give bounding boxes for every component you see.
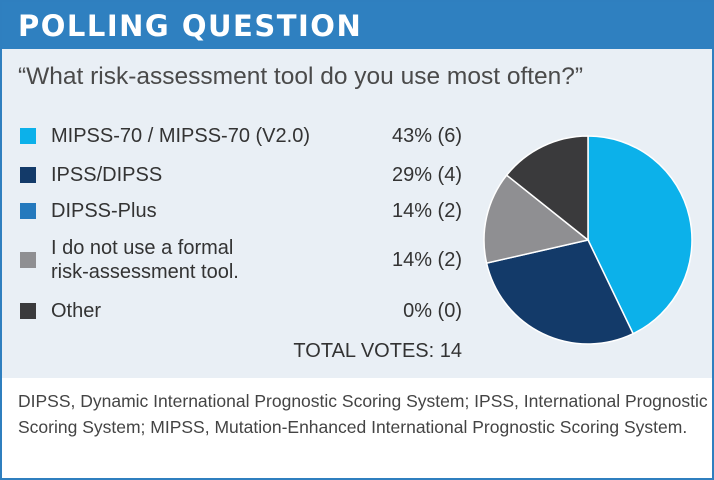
legend-swatch — [20, 303, 36, 319]
pie-slice-2 — [485, 239, 635, 345]
option-value: 43% (6) — [391, 125, 462, 147]
pie-chart — [482, 134, 694, 346]
legend-swatch — [20, 128, 36, 144]
option-value: 29% (4) — [391, 164, 462, 186]
poll-option-2: IPSS/DIPSS 29% (4) — [0, 163, 470, 187]
poll-question: “What risk-assessment tool do you use mo… — [18, 63, 584, 90]
pie-slice-1 — [587, 135, 693, 335]
option-label: DIPSS-Plus — [51, 200, 157, 222]
option-label: MIPSS-70 / MIPSS-70 (V2.0) — [51, 125, 310, 147]
option-label: Other — [51, 300, 102, 322]
option-value: 14% (2) — [391, 200, 462, 222]
poll-option-4: I do not use a formal risk-assessment too… — [0, 236, 470, 284]
header-title: POLLING QUESTION — [18, 9, 363, 43]
option-value: 0% (0) — [403, 300, 462, 322]
poll-option-1: MIPSS-70 / MIPSS-70 (V2.0) 43% (6) — [0, 124, 470, 148]
footnote: DIPSS, Dynamic International Prognostic … — [18, 391, 708, 437]
option-label: I do not use a formal — [51, 237, 234, 259]
legend-swatch — [20, 252, 36, 268]
poll-option-5: Other 0% (0) — [0, 299, 470, 323]
pie-slice-3 — [483, 174, 590, 265]
pie-svg — [483, 135, 693, 345]
header-bar: POLLING QUESTION — [2, 2, 712, 49]
pie-slice-4 — [505, 135, 589, 242]
option-label: IPSS/DIPSS — [51, 164, 163, 186]
total-votes: TOTAL VOTES: 14 — [293, 340, 462, 362]
poll-option-3: DIPSS-Plus 14% (2) — [0, 199, 470, 223]
option-value: 14% (2) — [391, 249, 462, 271]
legend-swatch — [20, 167, 36, 183]
option-label: risk-assessment tool. — [51, 261, 239, 283]
legend-swatch — [20, 203, 36, 219]
